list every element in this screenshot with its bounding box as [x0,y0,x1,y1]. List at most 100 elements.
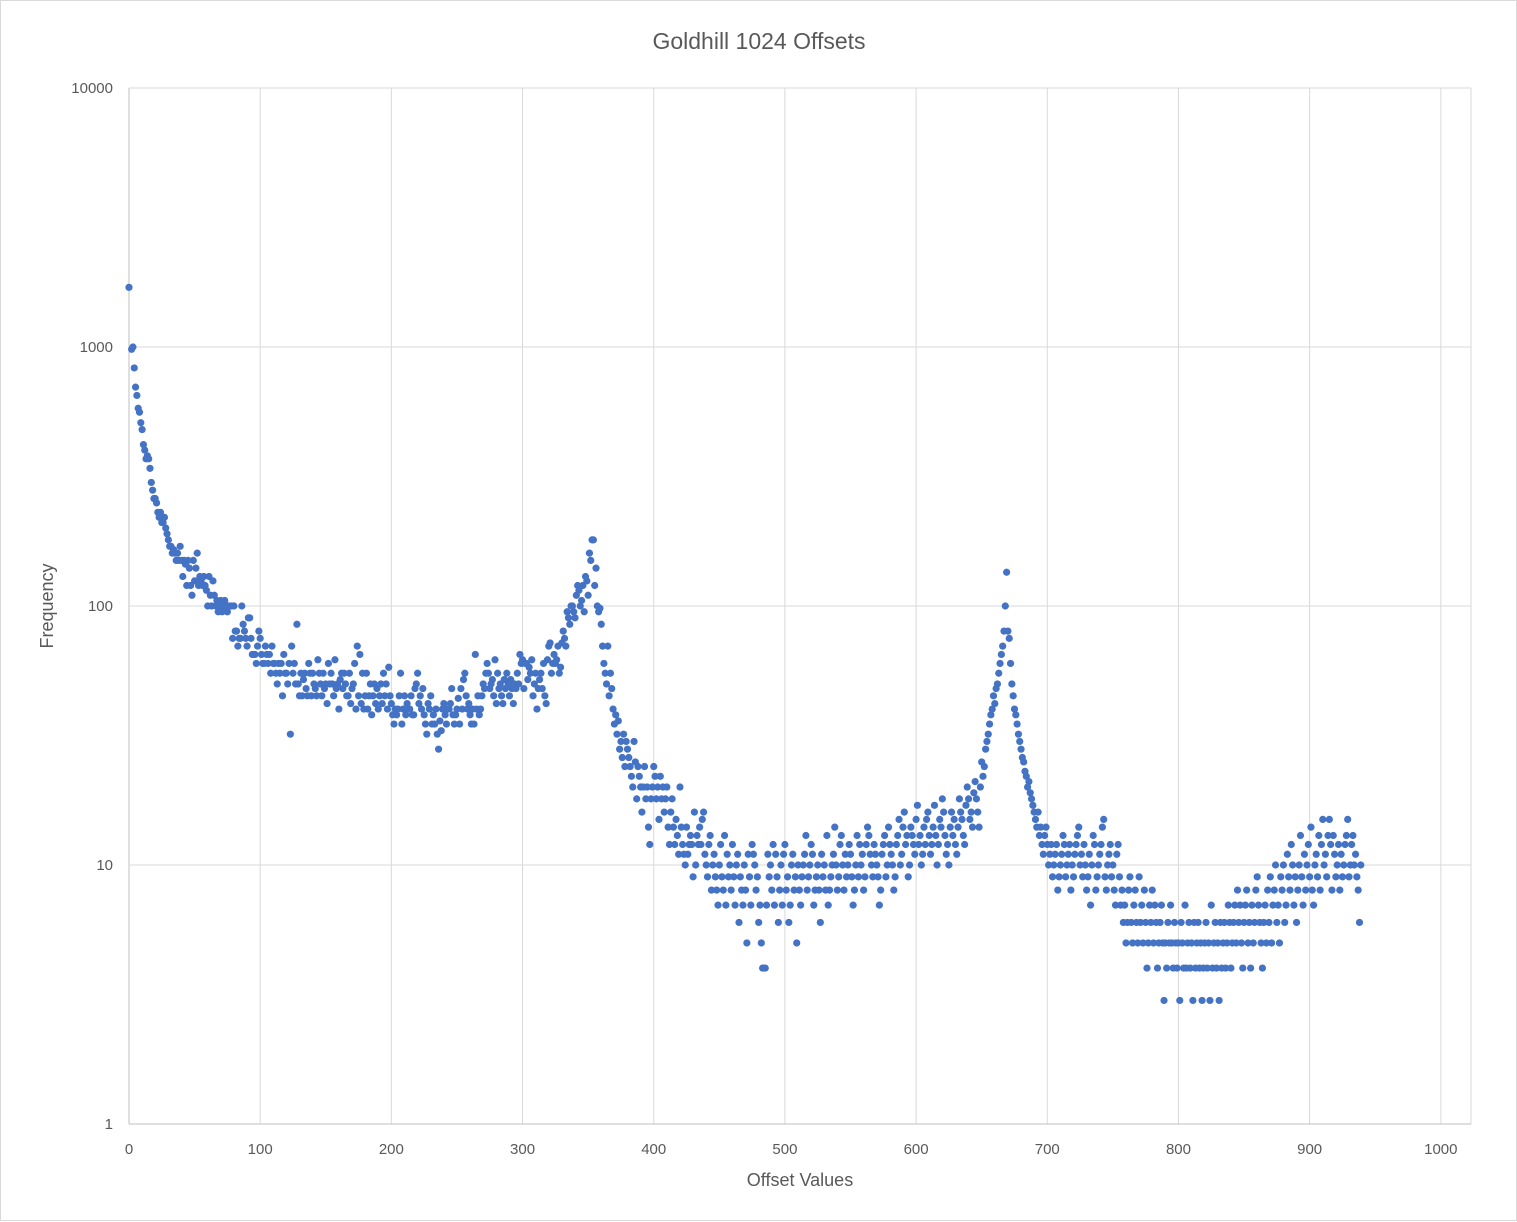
data-point [1244,939,1252,947]
data-point [1295,861,1303,869]
data-point [807,840,815,849]
data-point [1148,886,1156,894]
data-point [398,720,406,728]
data-point [814,861,822,869]
data-point [553,656,561,664]
x-tick-label: 300 [510,1141,535,1158]
data-point [383,705,392,713]
data-point [932,831,940,840]
data-point [883,861,891,869]
data-point [1306,873,1314,881]
data-point [402,711,410,719]
data-point [896,861,904,869]
data-point [1283,850,1291,858]
data-point [723,850,731,858]
data-point [963,783,971,791]
data-point [648,783,657,791]
data-point [268,642,276,650]
data-point [770,901,779,909]
data-point [1294,886,1302,894]
data-point [239,620,247,628]
data-point [264,659,272,668]
data-point [1050,861,1058,869]
data-point [576,602,584,610]
data-point [808,850,817,858]
data-point [1304,840,1312,849]
data-point [869,873,877,881]
data-point [690,808,698,816]
data-point [719,886,727,894]
data-point [959,831,967,840]
data-point [256,634,264,642]
data-point [626,762,634,771]
data-point [710,850,718,858]
data-point [717,840,725,849]
data-point [622,737,630,746]
data-point [602,680,611,688]
data-point [331,656,339,664]
data-point [863,823,872,831]
data-point [1127,918,1135,927]
data-point [378,699,386,708]
data-point [751,861,759,869]
data-point [1333,861,1341,869]
data-point [293,620,301,628]
data-point [453,705,461,713]
data-point [1163,964,1171,972]
data-point [1307,823,1315,831]
data-point [1071,850,1079,858]
data-point [790,886,798,894]
data-point [630,737,638,746]
data-point [745,873,754,881]
data-point [164,536,172,544]
data-point [926,850,935,858]
data-point [874,873,882,881]
data-point [699,808,708,816]
data-point [192,564,200,572]
data-point [840,886,848,894]
data-point [458,705,466,713]
data-point [1282,901,1290,909]
y-tick-label: 1000 [80,339,113,356]
data-point [189,556,197,564]
data-point [1270,886,1278,894]
data-point [1302,886,1310,894]
data-point [839,861,847,869]
data-point [420,711,428,719]
data-point [591,581,599,590]
data-point [396,669,405,677]
data-point [446,699,454,708]
data-point [804,873,813,881]
data-point [200,572,208,581]
data-point [1157,901,1166,909]
x-tick-label: 0 [125,1141,133,1158]
data-point [711,873,719,881]
data-point [604,642,612,650]
data-point [529,692,537,700]
data-point [533,705,541,713]
data-point [601,669,609,677]
data-point [265,650,273,659]
gridlines [128,87,1472,1125]
data-point [888,861,897,869]
data-point [643,783,651,791]
data-point [246,614,254,622]
data-point [946,823,954,831]
data-point [774,918,782,927]
data-point [748,840,756,849]
data-point [314,656,322,664]
data-point [904,873,912,881]
data-point [563,608,571,616]
data-point [173,549,182,557]
data-point [1337,850,1345,858]
data-point [776,886,784,894]
data-point [800,850,809,858]
data-point [993,680,1002,688]
data-point [138,425,146,434]
data-point [1265,918,1273,927]
data-point [1051,850,1059,858]
data-point [752,886,760,894]
data-point [1296,831,1305,840]
data-point [736,873,744,881]
data-point [301,669,309,677]
